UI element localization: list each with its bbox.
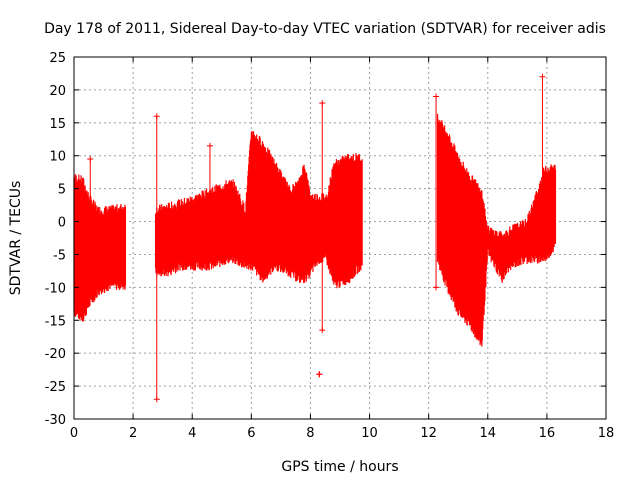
x-tick-label: 0 bbox=[70, 426, 78, 441]
x-tick-label: 18 bbox=[598, 426, 615, 441]
y-tick-label: 0 bbox=[58, 216, 66, 231]
x-tick-label: 14 bbox=[480, 426, 497, 441]
data-series bbox=[73, 73, 557, 403]
axis-ticks: 0 2 4 6 8 10 12 14 16 18 -30 -25 -20 -15 -10 -5 0 5 10 15 20… bbox=[45, 51, 615, 441]
y-tick-label: -20 bbox=[45, 347, 66, 362]
y-tick-label: 5 bbox=[58, 183, 66, 198]
x-axis-label: GPS time / hours bbox=[281, 459, 398, 475]
y-tick-label: 20 bbox=[49, 84, 66, 99]
y-tick-label: -25 bbox=[45, 380, 66, 395]
y-tick-label: 25 bbox=[49, 51, 66, 66]
y-tick-label: -10 bbox=[45, 281, 66, 296]
plot-frame bbox=[73, 56, 607, 420]
y-tick-label: -5 bbox=[53, 248, 66, 263]
y-axis-label: SDTVAR / TECUs bbox=[8, 181, 24, 296]
y-tick-label: -30 bbox=[45, 413, 66, 428]
x-tick-label: 6 bbox=[247, 426, 255, 441]
y-tick-label: 15 bbox=[49, 117, 66, 132]
chart-title: Day 178 of 2011, Sidereal Day-to-day VTE… bbox=[44, 21, 606, 37]
x-tick-label: 10 bbox=[361, 426, 378, 441]
x-tick-label: 8 bbox=[306, 426, 314, 441]
x-tick-label: 12 bbox=[420, 426, 437, 441]
x-tick-label: 16 bbox=[539, 426, 556, 441]
x-tick-label: 4 bbox=[188, 426, 196, 441]
y-tick-label: -15 bbox=[45, 314, 66, 329]
x-tick-label: 2 bbox=[129, 426, 137, 441]
y-tick-label: 10 bbox=[49, 150, 66, 165]
